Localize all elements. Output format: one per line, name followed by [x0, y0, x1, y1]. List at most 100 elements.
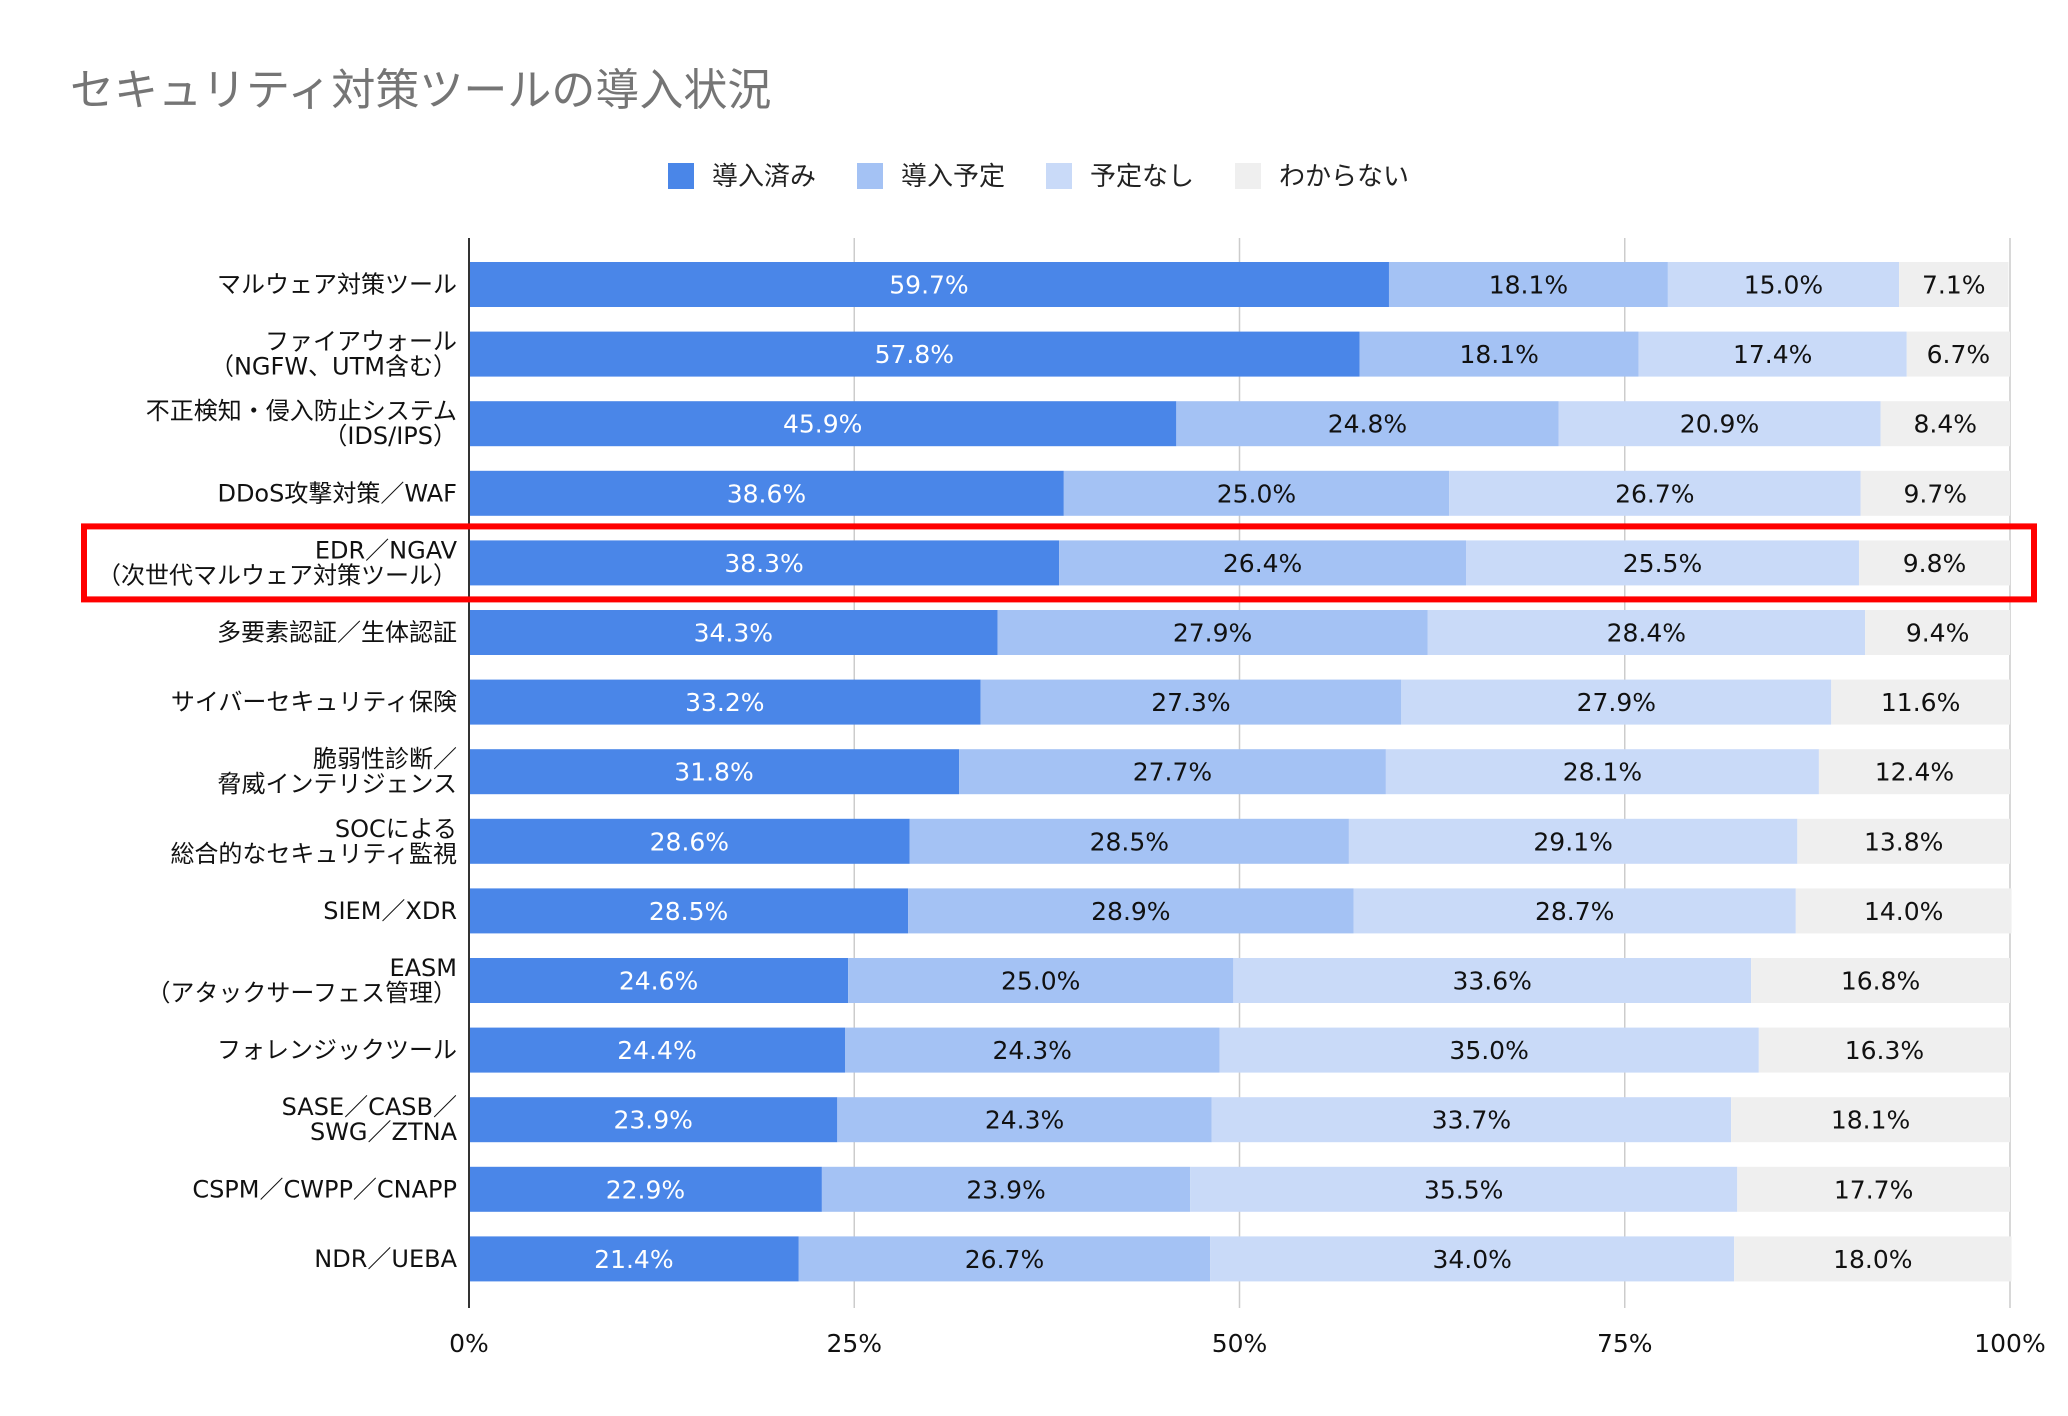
value-label-11-1: 24.3% [993, 1036, 1072, 1065]
category-label-11-0: フォレンジックツール [217, 1036, 457, 1064]
x-tick-label-2: 50% [1212, 1329, 1268, 1358]
bar-9-2 [1353, 888, 1796, 934]
bar-4-1 [1059, 540, 1467, 586]
legend-label-0: 導入済み [712, 162, 816, 192]
category-label-1-0: ファイアウォール [265, 328, 457, 356]
value-label-0-1: 18.1% [1489, 271, 1568, 300]
legend-label-3: わからない [1279, 162, 1409, 192]
legend-label-2: 予定なし [1090, 162, 1194, 192]
bar-0-2 [1667, 262, 1900, 307]
value-label-8-2: 29.1% [1533, 827, 1612, 856]
value-label-7-1: 27.7% [1133, 758, 1212, 787]
bar-5-0 [469, 610, 998, 655]
category-label-14-0: NDR／UEBA [314, 1245, 457, 1273]
value-label-5-1: 27.9% [1173, 619, 1252, 648]
category-label-12-0: SASE／CASB／ [282, 1093, 457, 1121]
value-label-6-0: 33.2% [685, 688, 764, 717]
value-label-11-0: 24.4% [617, 1036, 696, 1065]
category-label-13-0: CSPM／CWPP／CNAPP [192, 1175, 457, 1203]
bar-14-0 [469, 1236, 799, 1282]
bar-2-3 [1880, 401, 2010, 447]
bar-12-1 [837, 1097, 1212, 1143]
value-label-14-1: 26.7% [965, 1245, 1044, 1274]
bar-11-3 [1758, 1027, 2010, 1073]
value-label-4-3: 9.8% [1903, 549, 1967, 578]
bar-13-0 [469, 1166, 822, 1212]
value-label-3-0: 38.6% [727, 479, 806, 508]
bar-11-2 [1219, 1027, 1759, 1073]
value-label-14-0: 21.4% [594, 1245, 673, 1274]
bar-13-2 [1190, 1166, 1738, 1212]
bar-7-3 [1818, 749, 2010, 795]
x-tick-label-3: 75% [1597, 1329, 1653, 1358]
category-label-5-0: 多要素認証／生体認証 [217, 619, 457, 647]
bar-5-1 [997, 610, 1428, 655]
value-label-2-1: 24.8% [1328, 410, 1407, 439]
bar-4-0 [469, 540, 1060, 586]
bar-8-3 [1797, 818, 2010, 864]
bar-4-2 [1466, 540, 1859, 586]
category-label-8-0: SOCによる [335, 815, 457, 843]
value-label-2-3: 8.4% [1914, 410, 1978, 439]
value-label-8-3: 13.8% [1864, 827, 1943, 856]
bar-14-2 [1210, 1236, 1735, 1282]
value-label-2-0: 45.9% [783, 410, 862, 439]
value-label-12-1: 24.3% [985, 1106, 1064, 1135]
x-tick-labels: 0% 25% 50% 75% 100% [449, 1329, 2046, 1358]
category-label-1-1: （NGFW、UTM含む） [210, 353, 457, 381]
value-label-3-1: 25.0% [1217, 479, 1296, 508]
value-label-1-2: 17.4% [1733, 340, 1812, 369]
bar-10-1 [848, 958, 1234, 1003]
bar-3-0 [469, 470, 1064, 516]
bar-0-3 [1899, 262, 2009, 307]
bar-1-2 [1638, 331, 1907, 377]
value-label-8-1: 28.5% [1090, 827, 1169, 856]
value-label-9-2: 28.7% [1535, 897, 1614, 926]
category-label-4-1: （次世代マルウェア対策ツール） [97, 561, 457, 589]
bar-0-1 [1388, 262, 1668, 307]
bar-13-3 [1737, 1166, 2010, 1212]
value-label-0-0: 59.7% [889, 271, 968, 300]
value-label-9-1: 28.9% [1091, 897, 1170, 926]
bar-14-3 [1734, 1236, 2012, 1282]
value-label-4-2: 25.5% [1623, 549, 1702, 578]
category-label-7-0: 脆弱性診断／ [313, 745, 457, 773]
bar-3-3 [1860, 470, 2010, 516]
value-label-6-2: 27.9% [1577, 688, 1656, 717]
category-label-10-0: EASM [389, 954, 457, 982]
category-label-7-1: 脅威インテリジェンス [217, 770, 457, 798]
bar-10-2 [1233, 958, 1752, 1003]
bar-5-2 [1427, 610, 1866, 655]
bars: 59.7% 18.1% 15.0% 7.1% 57.8% 18.1% 17.4% 6.7% 45… [469, 262, 2012, 1282]
x-tick-label-1: 25% [826, 1329, 882, 1358]
value-label-6-3: 11.6% [1881, 688, 1960, 717]
value-label-13-2: 35.5% [1424, 1175, 1503, 1204]
value-label-10-2: 33.6% [1453, 967, 1532, 996]
value-label-5-3: 9.4% [1906, 619, 1970, 648]
bar-5-3 [1865, 610, 2010, 655]
legend-swatch-3 [1235, 163, 1261, 189]
category-label-6-0: サイバーセキュリティ保険 [171, 688, 457, 716]
bar-13-1 [821, 1166, 1191, 1212]
value-label-10-3: 16.8% [1841, 967, 1920, 996]
bar-9-3 [1795, 888, 2012, 934]
bar-6-1 [980, 679, 1402, 725]
bar-7-0 [469, 749, 960, 795]
value-label-11-3: 16.3% [1845, 1036, 1924, 1065]
value-label-2-2: 20.9% [1680, 410, 1759, 439]
value-label-5-2: 28.4% [1607, 619, 1686, 648]
value-label-7-0: 31.8% [674, 758, 753, 787]
bar-12-0 [469, 1097, 838, 1143]
bar-2-0 [469, 401, 1177, 447]
bar-2-2 [1558, 401, 1881, 447]
highlight-box [81, 523, 2037, 603]
bar-6-2 [1401, 679, 1832, 725]
category-label-3-0: DDoS攻撃対策／WAF [217, 479, 457, 507]
value-label-9-0: 28.5% [649, 897, 728, 926]
bar-6-0 [469, 679, 981, 725]
value-label-13-1: 23.9% [966, 1175, 1045, 1204]
bar-6-3 [1831, 679, 2010, 725]
bar-8-1 [909, 818, 1349, 864]
